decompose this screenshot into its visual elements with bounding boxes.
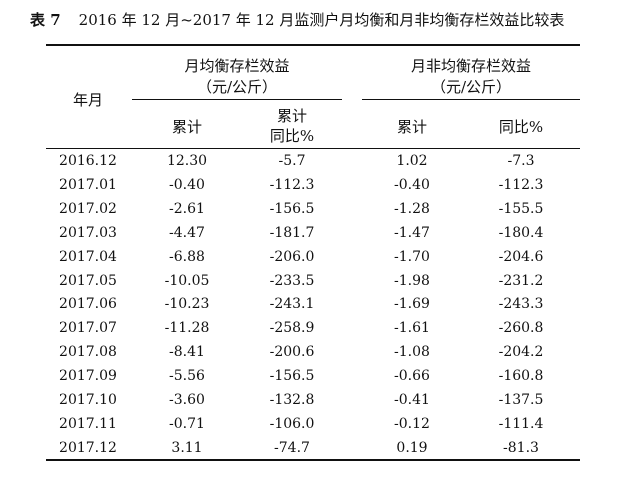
cell-month: 2017.01 <box>59 176 117 193</box>
cell-b-cum: -1.98 <box>394 272 430 289</box>
cell-b-cum: -1.61 <box>394 320 430 337</box>
cell-b-yoy: -7.3 <box>507 153 535 169</box>
cell-b-cum: -1.70 <box>394 248 430 265</box>
group-a-yoy-header-line2: 同比% <box>269 127 315 145</box>
cell-a-cum: -10.05 <box>164 272 210 289</box>
group-a-yoy-header-line1: 累计 <box>276 107 307 125</box>
cell-month: 2017.07 <box>59 320 117 337</box>
group-b-cumulative-header: 累计 <box>396 118 427 136</box>
cell-a-yoy: -200.6 <box>269 344 315 361</box>
cell-a-yoy: -74.7 <box>274 439 310 456</box>
group-a-header: 月均衡存栏效益 <box>184 57 290 75</box>
header-bottom-rule <box>46 148 580 149</box>
table-title: 2016 年 12 月~2017 年 12 月监测户月均衡和月非均衡存栏效益比较… <box>78 11 565 29</box>
cell-b-yoy: -204.6 <box>498 248 544 265</box>
group-a-unit: （元/公斤） <box>196 78 278 96</box>
cell-month: 2017.06 <box>59 296 117 313</box>
cell-b-yoy: -111.4 <box>498 415 544 432</box>
cell-month: 2017.03 <box>59 224 117 241</box>
cell-a-yoy: -106.0 <box>269 415 315 432</box>
cell-a-yoy: -132.8 <box>269 392 315 408</box>
group-a-cumulative-header: 累计 <box>171 118 202 136</box>
cell-a-cum: -5.56 <box>169 368 205 385</box>
cell-month: 2016.12 <box>59 153 117 169</box>
bottom-rule <box>46 459 580 461</box>
cell-month: 2017.12 <box>59 439 117 456</box>
cell-a-cum: -4.47 <box>169 224 205 241</box>
group-b-header: 月非均衡存栏效益 <box>410 57 531 75</box>
cell-b-cum: 1.02 <box>396 153 428 169</box>
group-a-underline <box>132 99 342 100</box>
cell-month: 2017.04 <box>59 248 117 265</box>
cell-a-cum: -3.60 <box>169 392 205 408</box>
cell-a-cum: -6.88 <box>169 248 205 265</box>
cell-b-yoy: -81.3 <box>503 439 539 456</box>
cell-month: 2017.09 <box>59 368 117 385</box>
cell-a-cum: -11.28 <box>164 320 210 337</box>
cell-a-cum: -8.41 <box>169 344 205 361</box>
cell-b-cum: -0.41 <box>394 392 430 408</box>
group-b-underline <box>362 99 580 100</box>
cell-month: 2017.10 <box>59 392 117 408</box>
cell-b-yoy: -204.2 <box>498 344 544 361</box>
cell-a-yoy: -243.1 <box>269 296 315 313</box>
cell-a-yoy: -258.9 <box>269 320 315 337</box>
cell-b-yoy: -180.4 <box>498 224 544 241</box>
cell-b-cum: -1.47 <box>394 224 430 241</box>
cell-b-yoy: -260.8 <box>498 320 544 337</box>
cell-b-cum: -0.66 <box>394 368 430 385</box>
cell-b-cum: -1.28 <box>394 200 430 217</box>
cell-b-yoy: -243.3 <box>498 296 544 313</box>
table-number: 表 7 <box>30 11 61 29</box>
cell-b-yoy: -160.8 <box>498 368 544 385</box>
cell-a-yoy: -156.5 <box>269 200 315 217</box>
cell-b-cum: -0.40 <box>394 176 430 193</box>
cell-b-yoy: -155.5 <box>498 200 544 217</box>
cell-a-cum: -0.71 <box>169 415 205 432</box>
month-header: 年月 <box>72 91 103 109</box>
cell-a-yoy: -206.0 <box>269 248 315 265</box>
cell-b-cum: -1.69 <box>394 296 430 313</box>
cell-a-cum: -10.23 <box>164 296 210 313</box>
group-b-unit: （元/公斤） <box>430 78 512 96</box>
cell-b-yoy: -231.2 <box>498 272 544 289</box>
cell-a-cum: -2.61 <box>169 200 205 217</box>
cell-a-cum: 3.11 <box>171 439 203 456</box>
cell-b-yoy: -137.5 <box>498 392 544 408</box>
cell-a-cum: 12.30 <box>166 153 208 169</box>
cell-a-yoy: -181.7 <box>269 224 315 241</box>
cell-month: 2017.11 <box>59 415 117 432</box>
cell-a-cum: -0.40 <box>169 176 205 193</box>
cell-a-yoy: -112.3 <box>269 176 315 193</box>
top-rule <box>46 44 580 46</box>
cell-b-cum: -0.12 <box>394 415 430 432</box>
cell-month: 2017.02 <box>59 200 117 217</box>
cell-a-yoy: -156.5 <box>269 368 315 385</box>
cell-b-cum: 0.19 <box>396 439 428 456</box>
table-caption: 表 7 2016 年 12 月~2017 年 12 月监测户月均衡和月非均衡存栏效… <box>30 10 620 30</box>
cell-b-yoy: -112.3 <box>498 176 544 193</box>
cell-a-yoy: -5.7 <box>278 153 306 169</box>
cell-month: 2017.08 <box>59 344 117 361</box>
cell-a-yoy: -233.5 <box>269 272 315 289</box>
cell-month: 2017.05 <box>59 272 117 289</box>
group-b-yoy-header: 同比% <box>498 118 544 136</box>
cell-b-cum: -1.08 <box>394 344 430 361</box>
